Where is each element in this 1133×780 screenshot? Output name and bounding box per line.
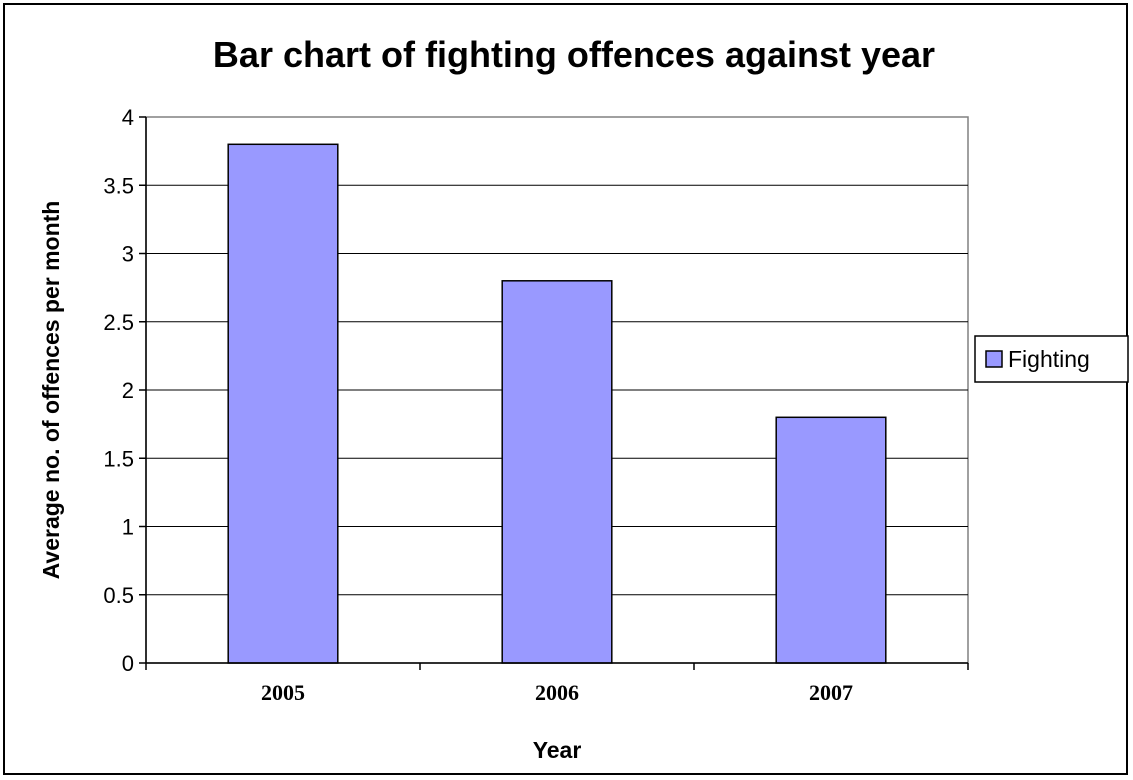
bar-2006: [501, 280, 613, 664]
y-axis-label: Average no. of offences per month: [38, 201, 64, 580]
y-tick-label: 2.5: [103, 310, 134, 335]
legend: Fighting: [974, 335, 1129, 383]
chart-title: Bar chart of fighting offences against y…: [213, 34, 935, 75]
y-tick-label: 1: [122, 515, 134, 540]
legend-swatch-fighting: [985, 350, 1003, 368]
legend-label-fighting: Fighting: [1008, 346, 1090, 372]
y-tick-label: 1.5: [103, 446, 134, 471]
y-tick-label: 0.5: [103, 583, 134, 608]
y-tick-label: 0: [122, 651, 134, 676]
bar-2007: [775, 416, 887, 664]
y-tick-label: 2: [122, 378, 134, 403]
legend-box: [974, 335, 1129, 383]
x-tick-label: 2006: [535, 680, 579, 705]
x-axis-label: Year: [533, 737, 582, 763]
x-axis-ticks: 2005 2006 2007: [145, 663, 969, 705]
y-tick-label: 3: [122, 242, 134, 267]
x-tick-label: 2007: [809, 680, 853, 705]
y-axis-ticks: 0 0.5 1 1.5 2 2.5 3 3.5 4: [103, 105, 146, 676]
y-tick-label: 4: [122, 105, 134, 130]
bar-2005: [227, 143, 339, 664]
bars: [227, 143, 887, 664]
x-tick-label: 2005: [261, 680, 305, 705]
y-tick-label: 3.5: [103, 173, 134, 198]
